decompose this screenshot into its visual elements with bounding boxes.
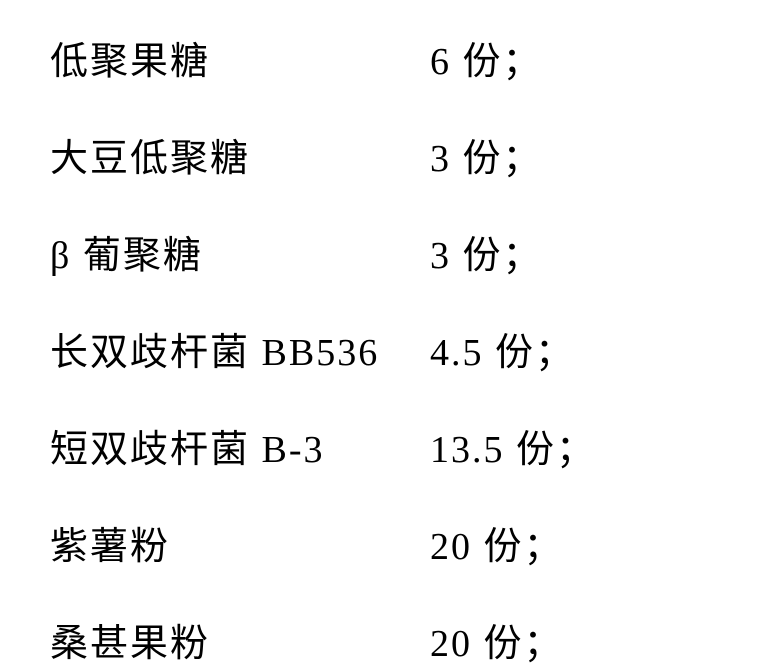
ingredient-amount: 20 份； — [430, 612, 564, 667]
ingredient-amount: 4.5 份； — [430, 321, 575, 376]
ingredient-list: 低聚果糖 6 份； 大豆低聚糖 3 份； β 葡聚糖 3 份； 长双歧杆菌 BB… — [50, 30, 733, 667]
ingredient-name: 短双歧杆菌 B-3 — [50, 418, 430, 473]
ingredient-name: 紫薯粉 — [50, 515, 430, 570]
ingredient-amount: 13.5 份； — [430, 418, 596, 473]
ingredient-row: 长双歧杆菌 BB536 4.5 份； — [50, 321, 733, 376]
ingredient-row: 紫薯粉 20 份； — [50, 515, 733, 570]
ingredient-row: 低聚果糖 6 份； — [50, 30, 733, 85]
ingredient-name: 长双歧杆菌 BB536 — [50, 321, 430, 376]
ingredient-name: 低聚果糖 — [50, 30, 430, 85]
ingredient-name: 桑甚果粉 — [50, 612, 430, 667]
ingredient-row: β 葡聚糖 3 份； — [50, 224, 733, 279]
ingredient-row: 短双歧杆菌 B-3 13.5 份； — [50, 418, 733, 473]
ingredient-name: 大豆低聚糖 — [50, 127, 430, 182]
ingredient-row: 大豆低聚糖 3 份； — [50, 127, 733, 182]
ingredient-amount: 3 份； — [430, 127, 543, 182]
ingredient-row: 桑甚果粉 20 份； — [50, 612, 733, 667]
ingredient-amount: 3 份； — [430, 224, 543, 279]
ingredient-amount: 20 份； — [430, 515, 564, 570]
ingredient-name: β 葡聚糖 — [50, 224, 430, 279]
ingredient-amount: 6 份； — [430, 30, 543, 85]
